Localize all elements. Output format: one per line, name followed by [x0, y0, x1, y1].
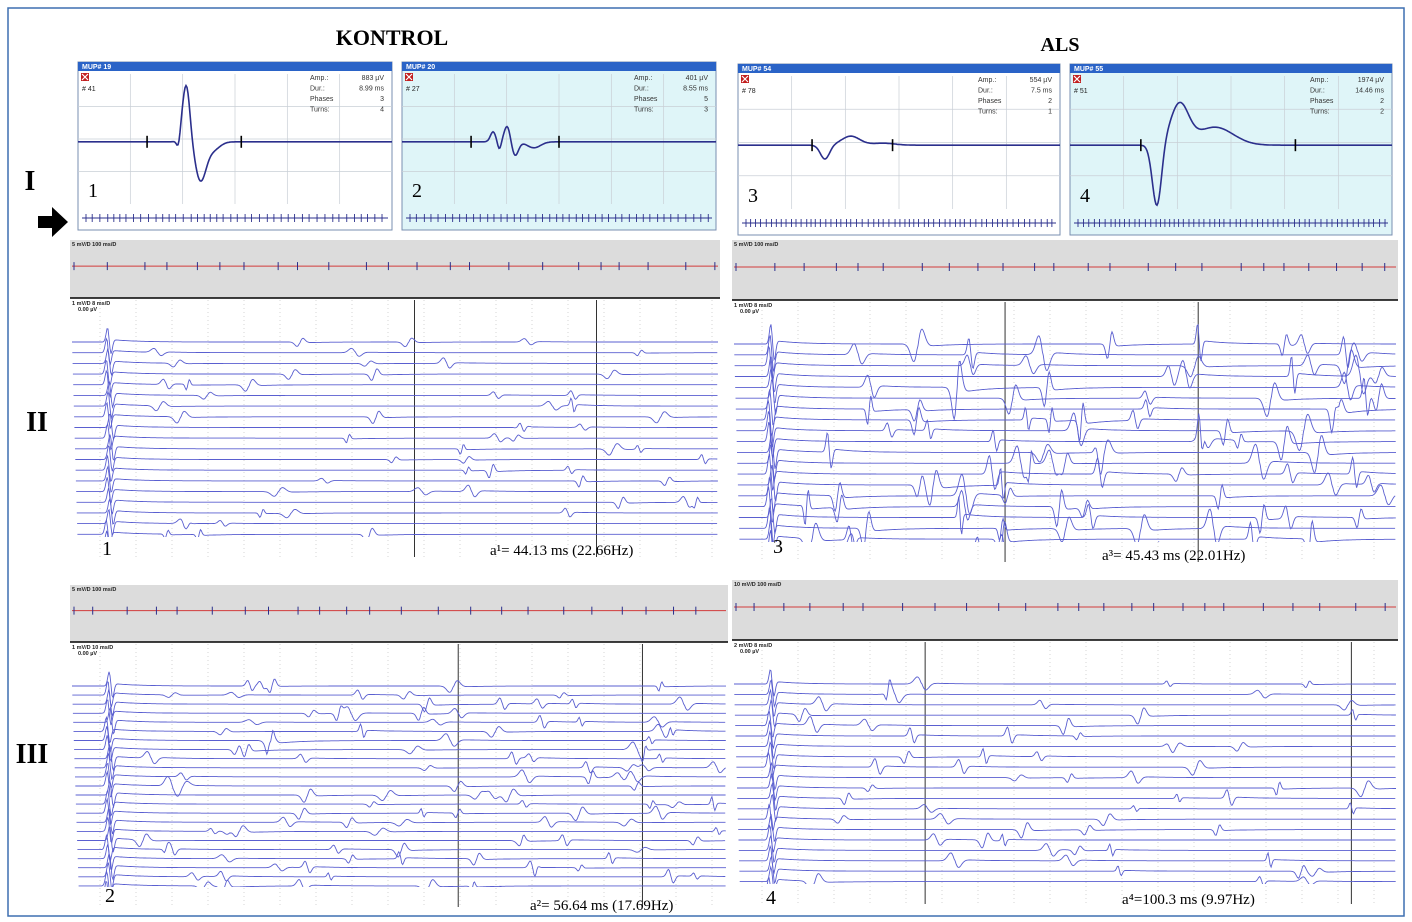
stat-value: 1974 µV: [1358, 77, 1385, 84]
panel-number: 2: [105, 885, 115, 907]
group-title: ALS: [1041, 34, 1080, 56]
strip-bg: [70, 585, 728, 642]
stat-label: Turns:: [978, 109, 998, 116]
stat-label: Phases: [978, 98, 1002, 105]
panel-number: 2: [412, 180, 422, 202]
trace-offset: 0.00 µV: [740, 649, 759, 655]
interval-annotation: a²= 56.64 ms (17.69Hz): [530, 898, 673, 914]
stat-label: Phases: [310, 96, 334, 103]
panel-id: # 41: [82, 86, 96, 93]
strip-bg: [732, 240, 1398, 300]
strip-bg: [70, 240, 720, 298]
interval-annotation: a¹= 44.13 ms (22.66Hz): [490, 543, 633, 559]
stat-label: Dur.:: [634, 86, 649, 93]
panel-id: # 78: [742, 88, 756, 95]
stat-value: 7.5 ms: [1031, 88, 1053, 95]
row-label: II: [26, 407, 48, 438]
strip-scale: 5 mV/D 100 ms/D: [72, 587, 116, 593]
panel-number: 3: [748, 185, 758, 207]
stat-value: 1: [1048, 109, 1052, 116]
panel-header-bar: [1070, 64, 1392, 73]
panel-header-bar: [738, 64, 1060, 73]
stat-value: 2: [1380, 109, 1384, 116]
stat-label: Amp.:: [634, 75, 652, 82]
mup-panel: MUP# 54 # 78 Amp.: 554 µV Dur.: 7.5 ms Phases 2…: [738, 64, 1060, 235]
mup-panel: MUP# 20 # 27 Amp.: 401 µV Dur.: 8.55 ms Phases…: [402, 62, 716, 230]
trace-offset: 0.00 µV: [740, 309, 759, 315]
stat-label: Dur.:: [1310, 88, 1325, 95]
strip-bg: [732, 580, 1398, 640]
panel-header: MUP# 54: [742, 66, 771, 73]
stat-label: Phases: [1310, 98, 1334, 105]
figure: KONTROL ALS I II III MUP# 19 # 41 Amp.: 883…: [0, 0, 1412, 922]
stat-label: Dur.:: [978, 88, 993, 95]
panel-id: # 51: [1074, 88, 1088, 95]
panel-number: 1: [88, 180, 98, 202]
trace-offset: 0.00 µV: [78, 307, 97, 313]
stat-value: 4: [380, 107, 384, 114]
strip-scale: 10 mV/D 100 ms/D: [734, 582, 781, 588]
panel-header: MUP# 19: [82, 64, 111, 71]
stat-value: 8.55 ms: [683, 86, 708, 93]
trace-offset: 0.00 µV: [78, 651, 97, 657]
stat-label: Turns:: [310, 107, 330, 114]
row-label: I: [25, 166, 36, 197]
stat-label: Amp.:: [1310, 77, 1328, 84]
stat-value: 401 µV: [686, 75, 709, 82]
mup-panel: MUP# 19 # 41 Amp.: 883 µV Dur.: 8.99 ms Phases…: [78, 62, 392, 230]
stat-value: 554 µV: [1030, 77, 1053, 84]
interval-annotation: a⁴=100.3 ms (9.97Hz): [1122, 892, 1255, 908]
stat-label: Amp.:: [310, 75, 328, 82]
panel-number: 1: [102, 538, 112, 560]
stat-value: 5: [704, 96, 708, 103]
panel-number: 4: [766, 887, 776, 909]
stat-label: Amp.:: [978, 77, 996, 84]
panel-header-bar: [402, 62, 716, 71]
stat-label: Dur.:: [310, 86, 325, 93]
group-title: KONTROL: [336, 25, 448, 50]
panel-header-bar: [78, 62, 392, 71]
panel-number: 4: [1080, 185, 1090, 207]
panel-header: MUP# 20: [406, 64, 435, 71]
stat-label: Turns:: [634, 107, 654, 114]
stat-value: 2: [1380, 98, 1384, 105]
panel-header: MUP# 55: [1074, 66, 1103, 73]
stat-value: 14.46 ms: [1355, 88, 1384, 95]
stat-value: 3: [380, 96, 384, 103]
panel-id: # 27: [406, 86, 420, 93]
strip-scale: 5 mV/D 100 ms/D: [72, 242, 116, 248]
panel-number: 3: [773, 536, 783, 558]
strip-scale: 5 mV/D 100 ms/D: [734, 242, 778, 248]
interval-annotation: a³= 45.43 ms (22.01Hz): [1102, 548, 1245, 564]
stat-value: 8.99 ms: [359, 86, 384, 93]
stat-label: Phases: [634, 96, 658, 103]
mup-panel: MUP# 55 # 51 Amp.: 1974 µV Dur.: 14.46 ms Phas…: [1070, 64, 1392, 235]
stat-value: 2: [1048, 98, 1052, 105]
stat-value: 3: [704, 107, 708, 114]
row-label: III: [16, 739, 49, 770]
stat-value: 883 µV: [362, 75, 385, 82]
stat-label: Turns:: [1310, 109, 1330, 116]
